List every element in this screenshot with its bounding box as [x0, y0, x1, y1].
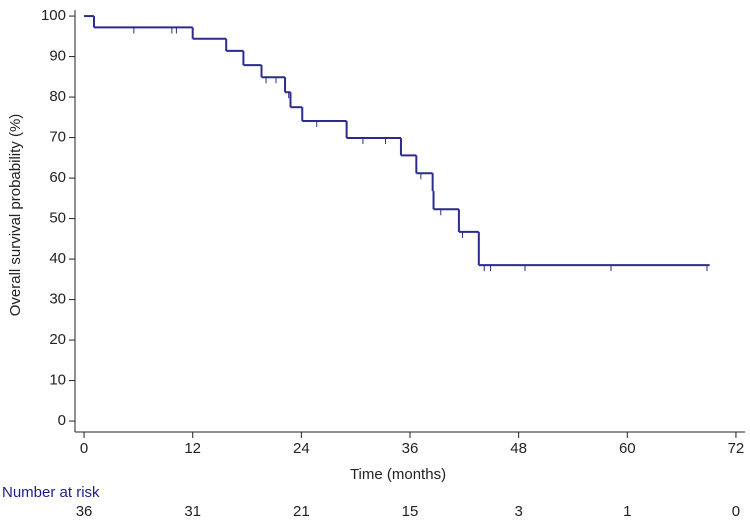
risk-count: 15	[402, 503, 419, 520]
y-tick-label: 80	[49, 88, 66, 105]
y-tick-label: 20	[49, 331, 66, 348]
x-tick-label: 12	[184, 440, 201, 457]
y-tick-label: 0	[58, 412, 66, 429]
y-tick-label: 60	[49, 169, 66, 186]
y-tick-label: 30	[49, 291, 66, 308]
risk-table-title: Number at risk	[2, 484, 100, 501]
x-tick-label: 72	[728, 440, 745, 457]
y-tick-label: 70	[49, 129, 66, 146]
risk-count: 0	[732, 503, 740, 520]
risk-count: 36	[76, 503, 93, 520]
y-tick-label: 50	[49, 210, 66, 227]
y-tick-label: 90	[49, 48, 66, 65]
x-tick-label: 48	[510, 440, 527, 457]
x-tick-label: 24	[293, 440, 310, 457]
y-tick-label: 100	[41, 7, 66, 24]
x-tick-label: 0	[80, 440, 88, 457]
x-tick-label: 36	[402, 440, 419, 457]
y-axis-label: Overall survival probability (%)	[7, 114, 24, 317]
risk-count: 1	[623, 503, 631, 520]
y-tick-label: 10	[49, 372, 66, 389]
risk-count: 3	[514, 503, 522, 520]
x-tick-label: 60	[619, 440, 636, 457]
y-tick-label: 40	[49, 250, 66, 267]
x-axis-label: Time (months)	[350, 466, 446, 483]
risk-count: 21	[293, 503, 310, 520]
risk-count: 31	[184, 503, 201, 520]
